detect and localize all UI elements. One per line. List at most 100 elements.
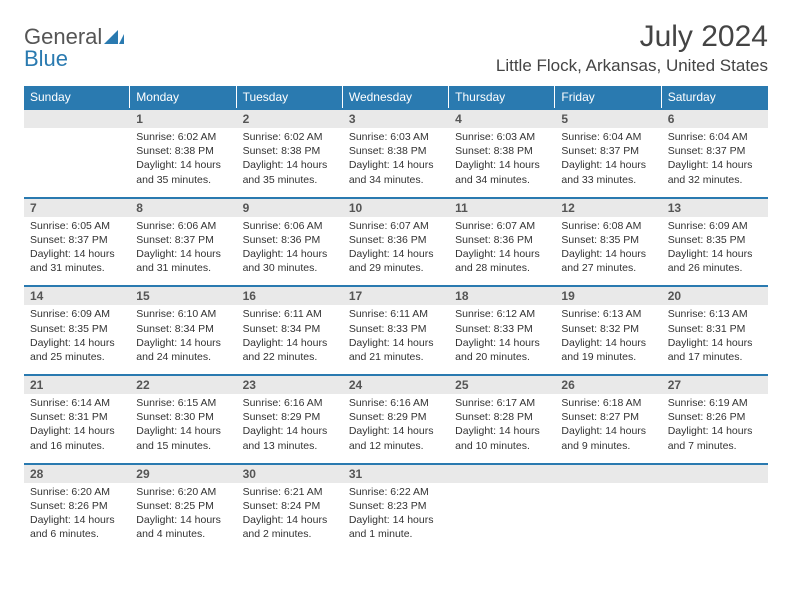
day-cell: Sunrise: 6:07 AMSunset: 8:36 PMDaylight:… [449,217,555,286]
sunset-line: Sunset: 8:38 PM [455,144,549,158]
day-cell: Sunrise: 6:20 AMSunset: 8:25 PMDaylight:… [130,483,236,552]
sunrise-line: Sunrise: 6:03 AM [349,130,443,144]
sunset-line: Sunset: 8:37 PM [561,144,655,158]
sunrise-line: Sunrise: 6:10 AM [136,307,230,321]
daylight-line: Daylight: 14 hours and 4 minutes. [136,513,230,541]
daylight-line: Daylight: 14 hours and 28 minutes. [455,247,549,275]
sunset-line: Sunset: 8:25 PM [136,499,230,513]
sunset-line: Sunset: 8:37 PM [30,233,124,247]
sunset-line: Sunset: 8:35 PM [30,322,124,336]
sunset-line: Sunset: 8:32 PM [561,322,655,336]
day-header: Thursday [449,86,555,108]
sunrise-line: Sunrise: 6:21 AM [243,485,337,499]
day-cell: Sunrise: 6:04 AMSunset: 8:37 PMDaylight:… [555,128,661,197]
day-number: 8 [130,199,236,217]
sunset-line: Sunset: 8:36 PM [349,233,443,247]
day-number: 18 [449,287,555,305]
day-header-row: SundayMondayTuesdayWednesdayThursdayFrid… [24,86,768,108]
daylight-line: Daylight: 14 hours and 30 minutes. [243,247,337,275]
day-number: 4 [449,110,555,128]
day-number: 30 [237,465,343,483]
day-cell: Sunrise: 6:07 AMSunset: 8:36 PMDaylight:… [343,217,449,286]
sunset-line: Sunset: 8:37 PM [668,144,762,158]
sunrise-line: Sunrise: 6:07 AM [455,219,549,233]
sunset-line: Sunset: 8:35 PM [561,233,655,247]
logo: General Blue [24,20,124,70]
day-cell: Sunrise: 6:21 AMSunset: 8:24 PMDaylight:… [237,483,343,552]
sunset-line: Sunset: 8:31 PM [30,410,124,424]
sunset-line: Sunset: 8:37 PM [136,233,230,247]
daylight-line: Daylight: 14 hours and 10 minutes. [455,424,549,452]
daylight-line: Daylight: 14 hours and 2 minutes. [243,513,337,541]
sunrise-line: Sunrise: 6:19 AM [668,396,762,410]
sunrise-line: Sunrise: 6:18 AM [561,396,655,410]
day-number [662,465,768,483]
day-cell: Sunrise: 6:18 AMSunset: 8:27 PMDaylight:… [555,394,661,463]
sunrise-line: Sunrise: 6:20 AM [30,485,124,499]
day-header: Sunday [24,86,130,108]
day-cell: Sunrise: 6:10 AMSunset: 8:34 PMDaylight:… [130,305,236,374]
day-number: 28 [24,465,130,483]
sunset-line: Sunset: 8:29 PM [349,410,443,424]
day-cell: Sunrise: 6:05 AMSunset: 8:37 PMDaylight:… [24,217,130,286]
day-header: Tuesday [237,86,343,108]
day-number: 16 [237,287,343,305]
day-number: 11 [449,199,555,217]
day-cell: Sunrise: 6:09 AMSunset: 8:35 PMDaylight:… [24,305,130,374]
sunset-line: Sunset: 8:34 PM [136,322,230,336]
day-number: 13 [662,199,768,217]
sunrise-line: Sunrise: 6:04 AM [668,130,762,144]
day-cell: Sunrise: 6:19 AMSunset: 8:26 PMDaylight:… [662,394,768,463]
sunrise-line: Sunrise: 6:03 AM [455,130,549,144]
sunset-line: Sunset: 8:31 PM [668,322,762,336]
day-cell: Sunrise: 6:20 AMSunset: 8:26 PMDaylight:… [24,483,130,552]
sunrise-line: Sunrise: 6:08 AM [561,219,655,233]
sunset-line: Sunset: 8:27 PM [561,410,655,424]
sunset-line: Sunset: 8:33 PM [349,322,443,336]
daynum-row: 14151617181920 [24,285,768,305]
sunrise-line: Sunrise: 6:13 AM [668,307,762,321]
day-header: Wednesday [343,86,449,108]
day-cell: Sunrise: 6:12 AMSunset: 8:33 PMDaylight:… [449,305,555,374]
logo-word-b: Blue [24,46,68,71]
day-number: 10 [343,199,449,217]
sunset-line: Sunset: 8:26 PM [30,499,124,513]
daylight-line: Daylight: 14 hours and 34 minutes. [349,158,443,186]
day-number: 22 [130,376,236,394]
day-cell [449,483,555,552]
daylight-line: Daylight: 14 hours and 32 minutes. [668,158,762,186]
day-cell: Sunrise: 6:16 AMSunset: 8:29 PMDaylight:… [343,394,449,463]
calendar: SundayMondayTuesdayWednesdayThursdayFrid… [24,86,768,551]
sunset-line: Sunset: 8:38 PM [349,144,443,158]
logo-text: General Blue [24,26,124,70]
day-cell [662,483,768,552]
sunrise-line: Sunrise: 6:11 AM [349,307,443,321]
day-header: Monday [130,86,236,108]
day-number: 31 [343,465,449,483]
day-cell: Sunrise: 6:13 AMSunset: 8:31 PMDaylight:… [662,305,768,374]
sunset-line: Sunset: 8:35 PM [668,233,762,247]
daylight-line: Daylight: 14 hours and 35 minutes. [136,158,230,186]
sunrise-line: Sunrise: 6:16 AM [349,396,443,410]
day-number [555,465,661,483]
day-number [24,110,130,128]
sunrise-line: Sunrise: 6:06 AM [243,219,337,233]
daylight-line: Daylight: 14 hours and 31 minutes. [30,247,124,275]
day-cell: Sunrise: 6:13 AMSunset: 8:32 PMDaylight:… [555,305,661,374]
daylight-line: Daylight: 14 hours and 22 minutes. [243,336,337,364]
sunset-line: Sunset: 8:34 PM [243,322,337,336]
sunset-line: Sunset: 8:26 PM [668,410,762,424]
daylight-line: Daylight: 14 hours and 12 minutes. [349,424,443,452]
sunrise-line: Sunrise: 6:04 AM [561,130,655,144]
sunrise-line: Sunrise: 6:06 AM [136,219,230,233]
day-header: Saturday [662,86,768,108]
day-content-row: Sunrise: 6:20 AMSunset: 8:26 PM Daylight:… [24,483,768,552]
sunrise-line: Sunrise: 6:12 AM [455,307,549,321]
day-number: 9 [237,199,343,217]
daylight-line: Daylight: 14 hours and 25 minutes. [30,336,124,364]
day-number: 7 [24,199,130,217]
day-content-row: Sunrise: 6:05 AMSunset: 8:37 PMDaylight:… [24,217,768,286]
sunset-line: Sunset: 8:38 PM [243,144,337,158]
day-number: 26 [555,376,661,394]
day-content-row: Sunrise: 6:09 AMSunset: 8:35 PMDaylight:… [24,305,768,374]
